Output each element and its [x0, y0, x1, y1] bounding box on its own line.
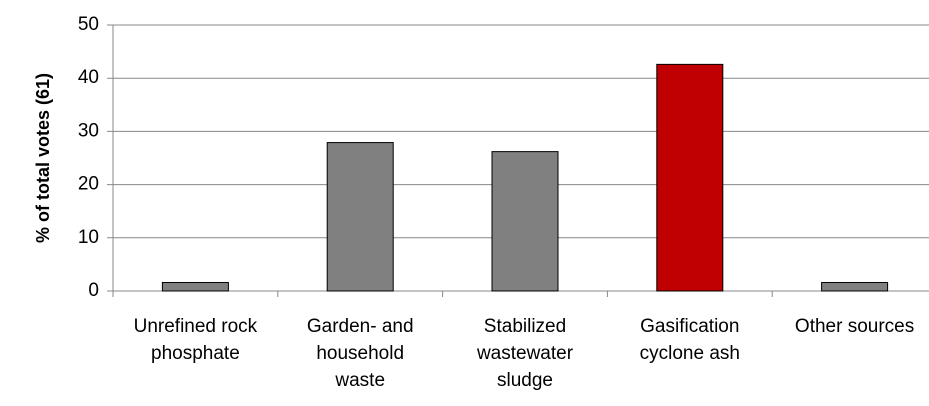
bar — [656, 63, 724, 292]
x-tick-label: sludge — [497, 370, 553, 391]
x-tick-label: phosphate — [151, 343, 240, 364]
bar — [326, 142, 394, 292]
y-tick-label: 30 — [78, 120, 99, 141]
bar — [821, 281, 889, 292]
y-tick-label: 0 — [88, 280, 99, 301]
x-tick-label: household — [316, 343, 404, 364]
y-tick-label: 40 — [78, 67, 99, 88]
bar — [491, 151, 559, 292]
y-tick-label: 20 — [78, 174, 99, 195]
x-tick-label: wastewater — [476, 343, 574, 364]
x-tick-label: Stabilized — [484, 316, 566, 337]
x-tick-label: waste — [334, 370, 385, 391]
x-tick-label: Unrefined rock — [134, 316, 258, 337]
bar — [161, 281, 229, 292]
x-tick-label: Other sources — [795, 316, 914, 337]
x-tick-label: Garden- and — [307, 316, 414, 337]
y-tick-label: 50 — [78, 14, 99, 35]
y-tick-label: 10 — [78, 227, 99, 248]
x-tick-label: cyclone ash — [640, 343, 740, 364]
y-axis-label: % of total votes (61) — [33, 73, 53, 243]
x-tick-label: Gasification — [640, 316, 739, 337]
